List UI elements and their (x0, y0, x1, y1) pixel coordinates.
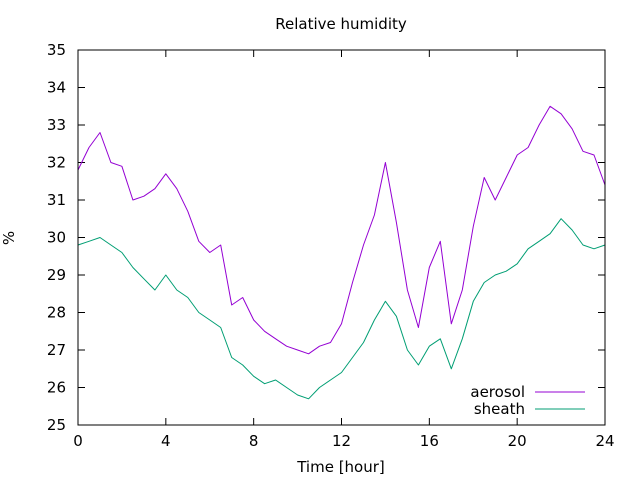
y-axis-label: % (0, 231, 18, 245)
legend-label-aerosol: aerosol (470, 383, 525, 401)
x-tick-label: 4 (161, 432, 171, 450)
x-tick-label: 24 (595, 432, 614, 450)
chart-title: Relative humidity (275, 15, 407, 33)
y-tick-label: 27 (47, 341, 66, 359)
y-tick-label: 32 (47, 154, 66, 172)
y-tick-label: 28 (47, 304, 66, 322)
y-tick-label: 26 (47, 379, 66, 397)
y-tick-label: 30 (47, 229, 66, 247)
axis-ticks: 25 26 27 28 29 30 31 32 33 34 35 0 4 8 12 16 20 24 (47, 41, 615, 450)
x-axis-label: Time [hour] (296, 458, 385, 476)
legend-label-sheath: sheath (474, 400, 525, 418)
x-tick-label: 8 (249, 432, 259, 450)
series-line-aerosol (77, 105, 606, 355)
x-tick-label: 12 (332, 432, 351, 450)
y-tick-label: 29 (47, 266, 66, 284)
series-line-sheath (77, 218, 606, 400)
y-tick-label: 34 (47, 79, 66, 97)
y-tick-label: 25 (47, 416, 66, 434)
x-tick-label: 0 (73, 432, 83, 450)
y-tick-label: 33 (47, 116, 66, 134)
y-tick-label: 35 (47, 41, 66, 59)
x-tick-label: 16 (420, 432, 439, 450)
series-lines (77, 105, 606, 400)
x-tick-label: 20 (508, 432, 527, 450)
y-tick-label: 31 (47, 191, 66, 209)
plot-frame (77, 49, 606, 426)
